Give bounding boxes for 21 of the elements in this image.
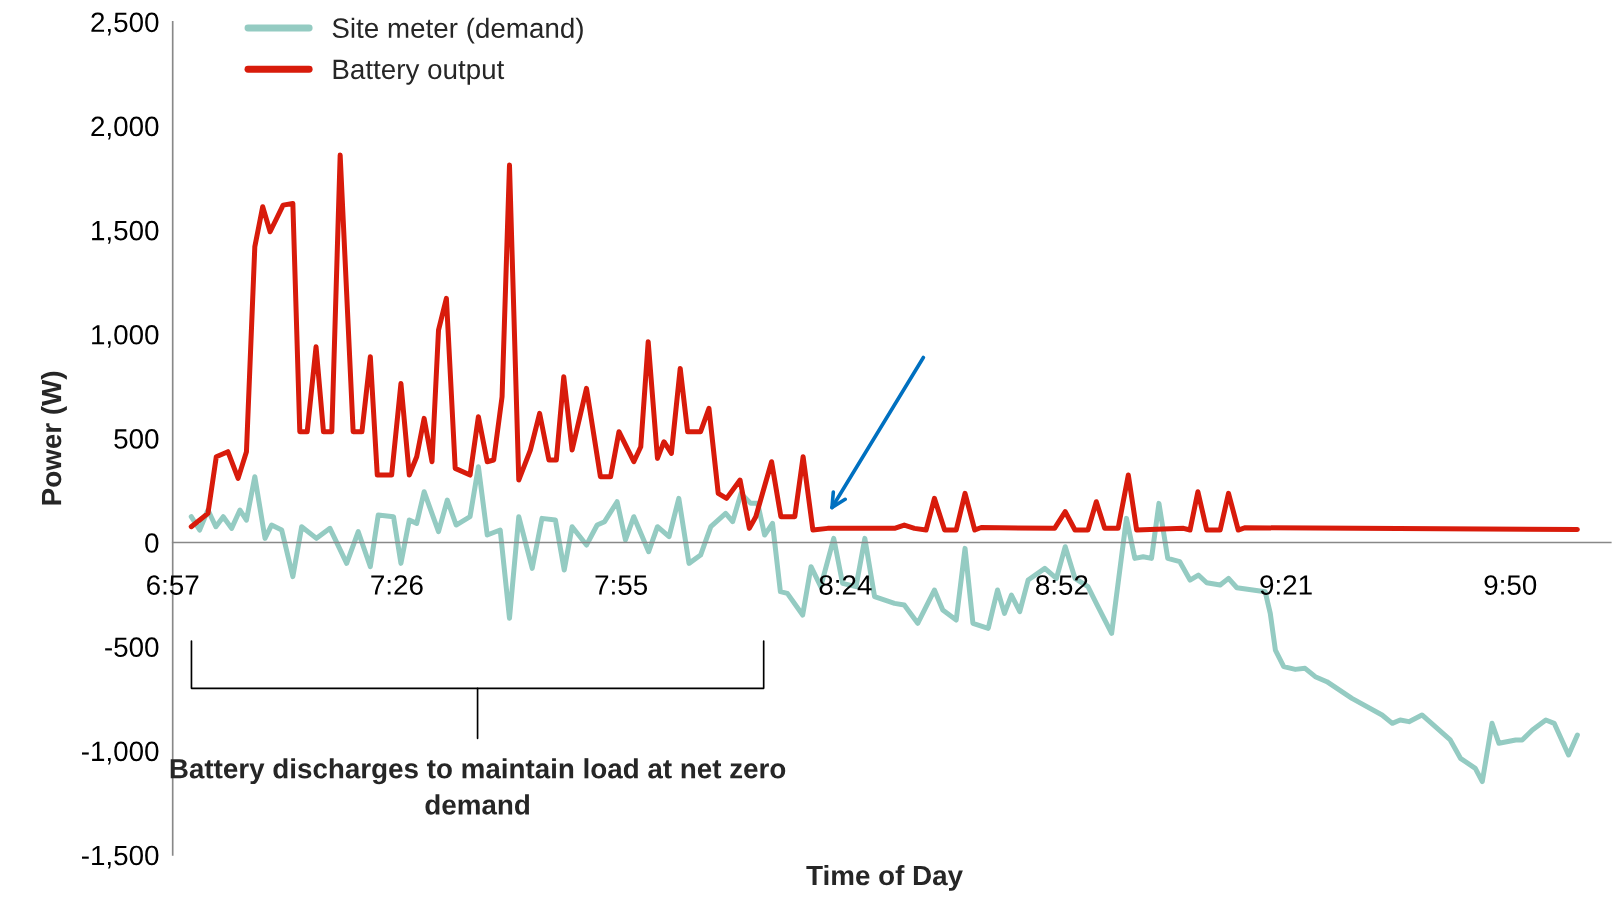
y-tick-label: 1,500 [92,220,159,244]
x-tick-label: 9:50 [1484,575,1537,595]
y-tick-label: 1,000 [92,324,159,348]
x-tick-label: 8:52 [1036,575,1088,595]
annotation: Battery discharges to maintain load at net zero demand [170,758,786,815]
y-tick-label: 0 [145,533,159,553]
x-axis-title: Time of Day [806,864,963,891]
x-tick-label: 7:55 [595,575,648,595]
x-tick-label: 9:21 [1260,575,1312,595]
y-tick-label: 500 [114,429,159,449]
legend-label: Battery output [333,59,505,85]
y-tick-label: -1,000 [81,741,159,765]
y-tick-label: -500 [105,637,159,658]
y-axis-title: Power (W) [40,371,67,505]
legend-label: Site meter (demand) [332,17,583,44]
x-tick-label: 8:24 [819,575,872,595]
x-tick-label: 6:57 [147,575,199,595]
y-tick-label: -1,500 [81,845,159,869]
x-tick-label: 7:26 [371,575,423,595]
y-tick-label: 2,000 [91,116,159,140]
y-tick-label: 2,500 [91,12,159,36]
